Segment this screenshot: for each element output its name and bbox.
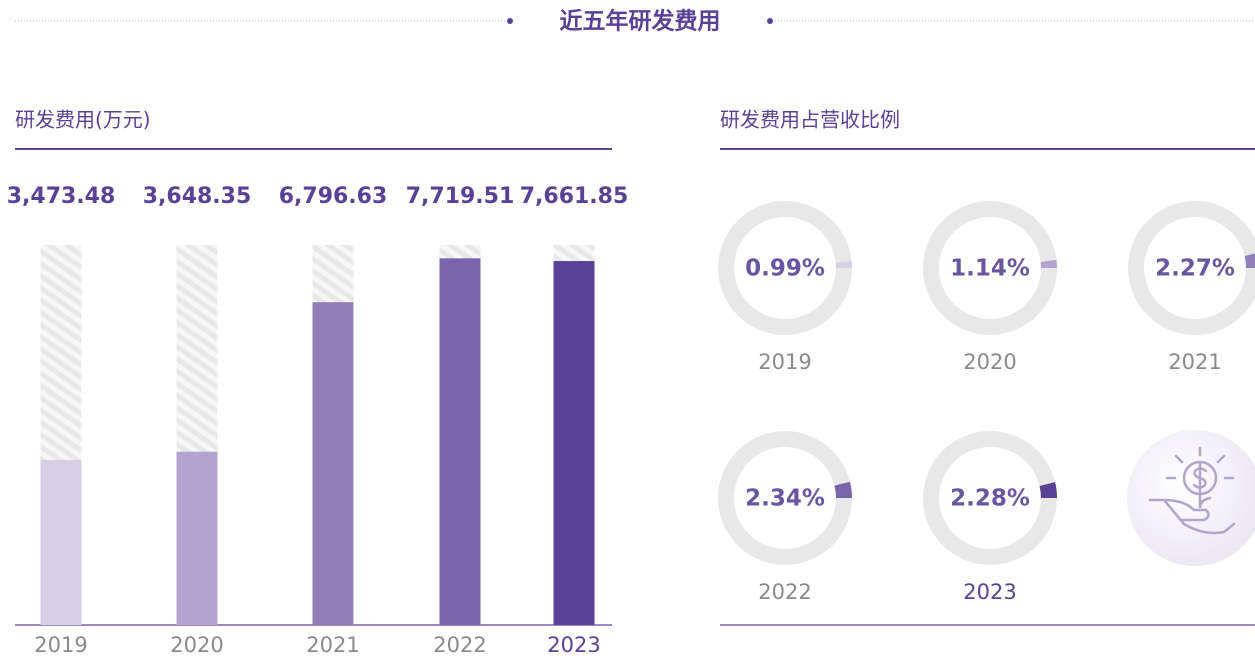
bar-title: 研发费用(万元) (15, 108, 151, 132)
x-tick-label: 2020 (170, 633, 223, 657)
category-label: 2020 (963, 350, 1016, 374)
donut-arc (1244, 253, 1255, 269)
value-label: 1.14% (950, 256, 1030, 282)
title-dot (767, 18, 773, 24)
value-label: 3,648.35 (143, 184, 252, 209)
x-tick-label: 2021 (306, 633, 359, 657)
bar (40, 460, 82, 625)
icon (1127, 430, 1255, 566)
donut-arc (1039, 482, 1058, 499)
value-label: 7,719.51 (406, 184, 515, 209)
value-label: 3,473.48 (7, 184, 116, 209)
x-tick-label: 2022 (433, 633, 486, 657)
category-label: 2023 (963, 580, 1016, 604)
x-tick-label: 2023 (547, 633, 600, 657)
category-label: 2021 (1168, 350, 1221, 374)
category-label: 2022 (758, 580, 811, 604)
bar (176, 451, 218, 625)
bar (439, 258, 481, 625)
title-dot (507, 18, 513, 24)
page-title: 近五年研发费用 (560, 8, 721, 35)
bar (553, 261, 595, 625)
value-label: 7,661.85 (520, 184, 629, 209)
donut-arc (834, 481, 852, 499)
category-label: 2019 (758, 350, 811, 374)
value-label: 2.27% (1155, 256, 1235, 282)
value-label: 2.34% (745, 486, 825, 512)
value-label: 0.99% (745, 256, 825, 282)
donut-title: 研发费用占营收比例 (720, 108, 900, 132)
x-tick-label: 2019 (34, 633, 87, 657)
bar (312, 302, 354, 625)
value-label: 6,796.63 (279, 184, 388, 209)
value-label: 2.28% (950, 486, 1030, 512)
